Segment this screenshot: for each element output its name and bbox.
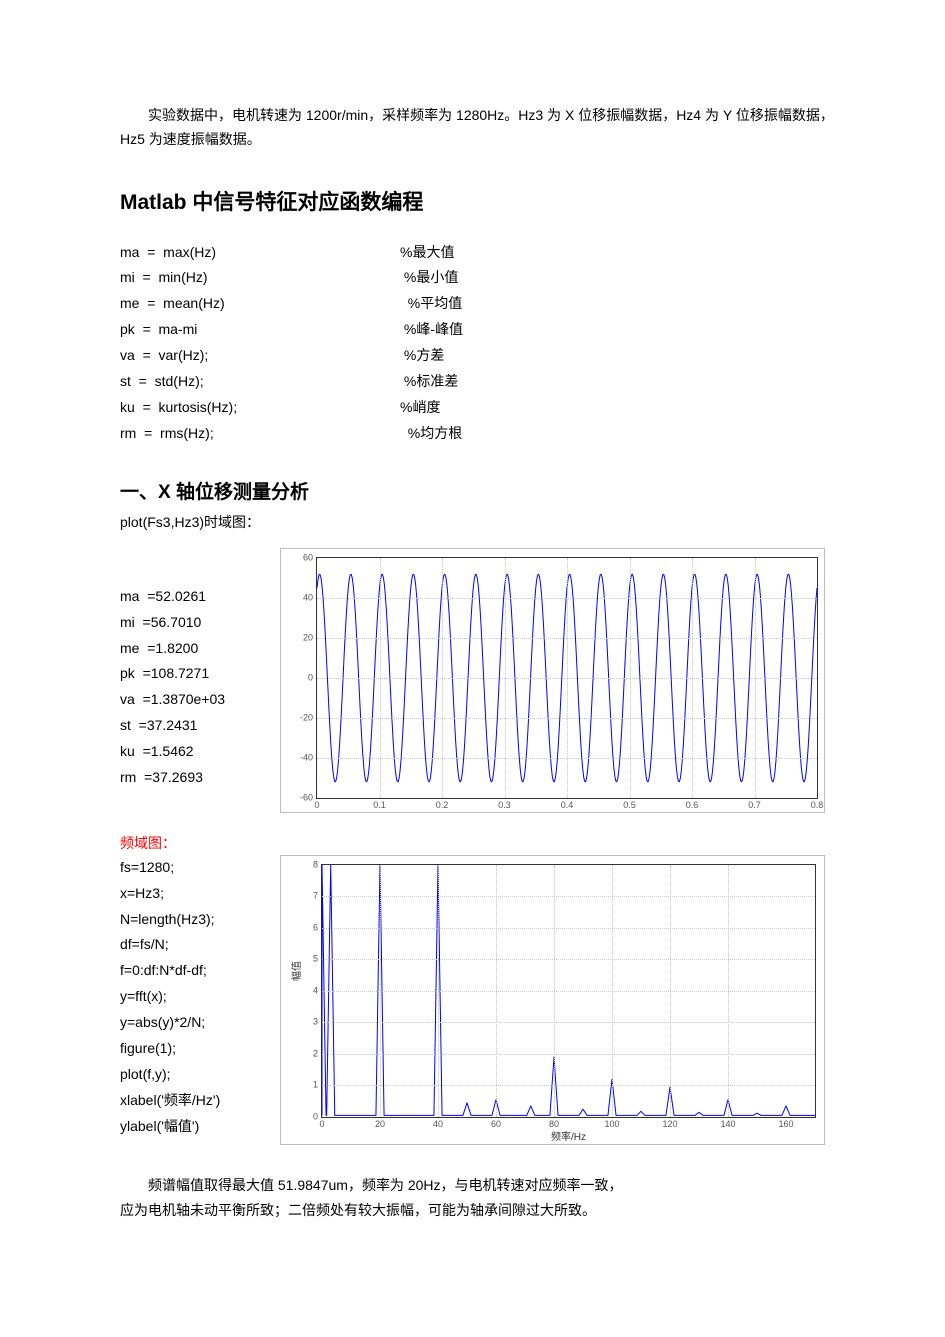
section-title-x-axis: 一、X 轴位移测量分析 [120,477,835,504]
code-line: y=abs(y)*2/N; [120,1010,280,1036]
result-line: va =1.3870e+03 [120,687,280,713]
code-comment: %方差 [400,343,444,369]
freq-domain-label: 频域图： [120,833,835,853]
code-line: f=0:df:N*df-df; [120,958,280,984]
result-line: rm =37.2693 [120,765,280,791]
y-tick-label: 4 [292,986,322,995]
result-line: ku =1.5462 [120,739,280,765]
y-tick-label: 2 [292,1049,322,1058]
x-tick-label: 140 [720,1117,735,1129]
y-tick-label: 6 [292,923,322,932]
code-line: rm = rms(Hz); [120,421,400,447]
intro-paragraph: 实验数据中，电机转速为 1200r/min，采样频率为 1280Hz。Hz3 为… [120,104,835,152]
x-tick-label: 60 [491,1117,501,1129]
code-line: mi = min(Hz) [120,265,400,291]
x-tick-label: 20 [375,1117,385,1129]
code-line: y=fft(x); [120,984,280,1010]
y-tick-label: 8 [292,860,322,869]
time-domain-results: ma =52.0261mi =56.7010me =1.8200pk =108.… [120,548,280,791]
code-line: fs=1280; [120,855,280,881]
code-line: ylabel('幅值') [120,1114,280,1140]
result-line: mi =56.7010 [120,610,280,636]
section-title-matlab: Matlab 中信号特征对应函数编程 [120,186,835,216]
x-tick-label: 160 [778,1117,793,1129]
y-tick-label: -60 [287,793,317,802]
y-tick-label: 1 [292,1081,322,1090]
x-tick-label: 40 [433,1117,443,1129]
code-line: figure(1); [120,1036,280,1062]
y-tick-label: 20 [287,633,317,642]
x-tick-label: 0.3 [498,798,511,810]
conclusion-paragraph: 频谱幅值取得最大值 51.9847um，频率为 20Hz，与电机转速对应频率一致… [120,1173,835,1223]
y-tick-label: 7 [292,892,322,901]
code-line: me = mean(Hz) [120,291,400,317]
code-line: ma = max(Hz) [120,240,400,266]
freq-domain-code: fs=1280;x=Hz3;N=length(Hz3);df=fs/N;f=0:… [120,855,280,1140]
x-tick-label: 0.8 [811,798,824,810]
code-line: va = var(Hz); [120,343,400,369]
x-tick-label: 0.7 [748,798,761,810]
code-comment: %峰-峰值 [400,317,463,343]
x-tick-label: 100 [604,1117,619,1129]
result-line: st =37.2431 [120,713,280,739]
y-tick-label: -40 [287,753,317,762]
y-tick-label: 0 [292,1112,322,1121]
code-line: x=Hz3; [120,881,280,907]
x-tick-label: 0.6 [686,798,699,810]
x-tick-label: 120 [662,1117,677,1129]
result-line: pk =108.7271 [120,661,280,687]
x-tick-label: 0.1 [373,798,386,810]
result-line: ma =52.0261 [120,584,280,610]
code-line: ku = kurtosis(Hz); [120,395,400,421]
code-line: df=fs/N; [120,932,280,958]
y-tick-label: 60 [287,553,317,562]
code-comment: %最小值 [400,265,458,291]
result-line: me =1.8200 [120,636,280,662]
y-tick-label: 0 [287,673,317,682]
code-line: st = std(Hz); [120,369,400,395]
code-line: xlabel('频率/Hz') [120,1088,280,1114]
y-tick-label: -20 [287,713,317,722]
x-tick-label: 0.4 [561,798,574,810]
code-comment: %标准差 [400,369,458,395]
code-comment: %最大值 [400,240,454,266]
matlab-code-table: ma = max(Hz)%最大值mi = min(Hz) %最小值me = me… [120,240,835,447]
code-line: pk = ma-mi [120,317,400,343]
time-plot-command: plot(Fs3,Hz3)时域图： [120,512,835,532]
time-domain-chart: 00.10.20.30.40.50.60.70.8-60-40-20020406… [280,548,825,813]
x-tick-label: 0.2 [436,798,449,810]
x-tick-label: 0.5 [623,798,636,810]
code-comment: %峭度 [400,395,440,421]
freq-domain-chart: 020406080100120140160012345678频率/Hz幅值 [280,855,825,1145]
code-comment: %平均值 [400,291,462,317]
y-axis-label: 幅值 [288,961,303,981]
y-tick-label: 40 [287,593,317,602]
y-tick-label: 3 [292,1018,322,1027]
code-line: N=length(Hz3); [120,907,280,933]
code-line: plot(f,y); [120,1062,280,1088]
code-comment: %均方根 [400,421,462,447]
x-axis-label: 频率/Hz [551,1128,586,1143]
